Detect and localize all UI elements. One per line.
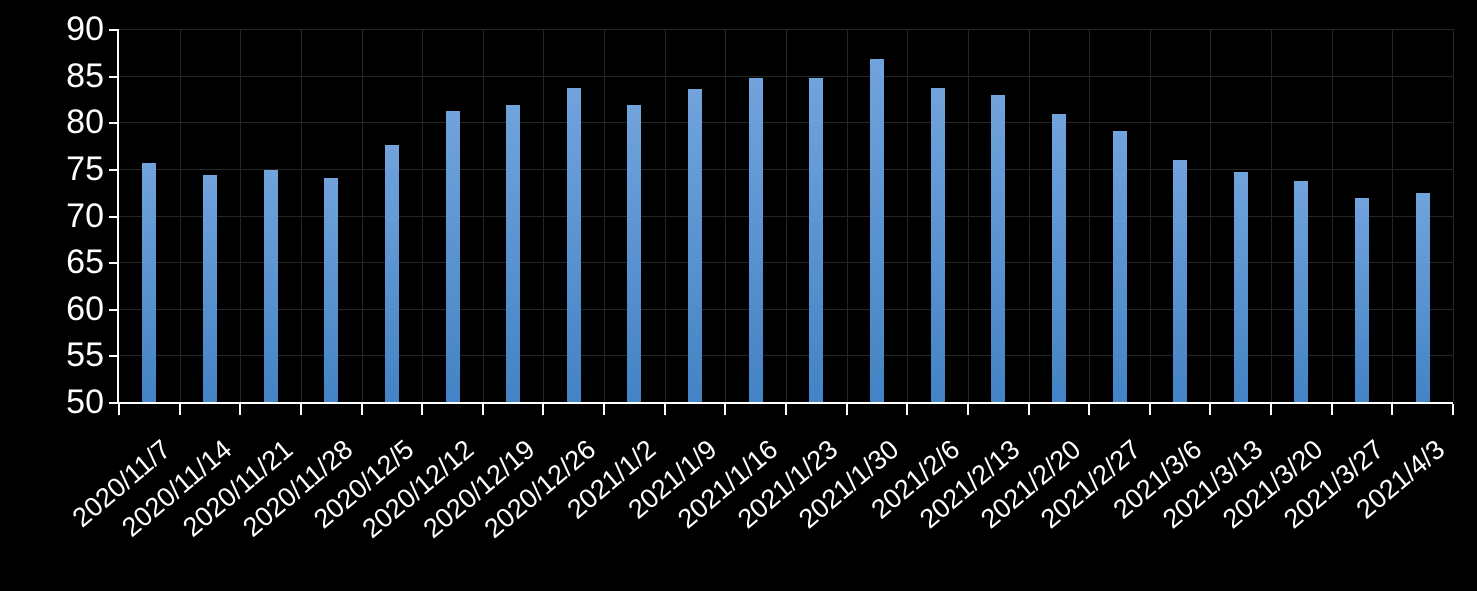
bar-2020/11/28: [324, 178, 338, 402]
x-tick: [1270, 404, 1272, 415]
v-gridline: [1271, 29, 1272, 402]
plot-area: [119, 29, 1454, 402]
bar-2021/3/13: [1234, 172, 1248, 402]
v-gridline: [604, 29, 605, 402]
bar-2021/2/20: [1052, 114, 1066, 402]
bar-2021/3/27: [1355, 198, 1369, 402]
y-axis-label: 75: [66, 150, 104, 188]
y-axis-label: 85: [66, 57, 104, 95]
y-axis-label: 60: [66, 290, 104, 328]
x-tick: [846, 404, 848, 415]
x-tick: [906, 404, 908, 415]
x-tick: [1452, 404, 1454, 415]
x-tick: [724, 404, 726, 415]
v-gridline: [1150, 29, 1151, 402]
x-tick: [300, 404, 302, 415]
bar-2021/1/16: [749, 78, 763, 402]
y-axis-label: 55: [66, 336, 104, 374]
bar-2020/12/12: [446, 111, 460, 402]
y-tick: [109, 309, 117, 311]
x-tick: [239, 404, 241, 415]
y-axis-label: 65: [66, 243, 104, 281]
v-gridline: [362, 29, 363, 402]
v-gridline: [847, 29, 848, 402]
v-gridline: [240, 29, 241, 402]
x-tick: [967, 404, 969, 415]
bar-2021/1/30: [870, 59, 884, 402]
y-tick: [109, 402, 117, 404]
x-tick: [542, 404, 544, 415]
y-axis-label: 50: [66, 383, 104, 421]
x-tick: [785, 404, 787, 415]
bar-2021/2/6: [931, 88, 945, 402]
bar-2021/4/3: [1416, 193, 1430, 402]
v-gridline: [1089, 29, 1090, 402]
x-axis-line: [117, 402, 1453, 404]
x-tick: [421, 404, 423, 415]
y-tick: [109, 122, 117, 124]
bar-2020/11/21: [264, 170, 278, 402]
x-tick: [361, 404, 363, 415]
x-tick: [664, 404, 666, 415]
bar-2021/2/27: [1113, 131, 1127, 402]
x-tick: [1088, 404, 1090, 415]
x-tick: [1331, 404, 1333, 415]
y-axis-label: 90: [66, 10, 104, 48]
y-tick: [109, 29, 117, 31]
y-axis-line: [117, 29, 119, 404]
bar-2020/11/7: [142, 163, 156, 402]
bar-2021/2/13: [991, 95, 1005, 402]
v-gridline: [1392, 29, 1393, 402]
x-tick: [1209, 404, 1211, 415]
v-gridline: [907, 29, 908, 402]
x-tick: [118, 404, 120, 415]
bar-2021/3/6: [1173, 160, 1187, 402]
bar-2020/11/14: [203, 175, 217, 402]
v-gridline: [422, 29, 423, 402]
bar-2020/12/19: [506, 105, 520, 402]
v-gridline: [1453, 29, 1454, 402]
bar-2021/1/23: [809, 78, 823, 402]
x-tick: [1028, 404, 1030, 415]
v-gridline: [1332, 29, 1333, 402]
v-gridline: [665, 29, 666, 402]
y-tick: [109, 169, 117, 171]
y-tick: [109, 355, 117, 357]
v-gridline: [786, 29, 787, 402]
v-gridline: [543, 29, 544, 402]
bar-2021/1/2: [627, 105, 641, 402]
y-tick: [109, 262, 117, 264]
x-tick: [179, 404, 181, 415]
x-tick: [603, 404, 605, 415]
y-tick: [109, 76, 117, 78]
v-gridline: [725, 29, 726, 402]
x-tick: [1391, 404, 1393, 415]
v-gridline: [968, 29, 969, 402]
v-gridline: [483, 29, 484, 402]
y-tick: [109, 216, 117, 218]
v-gridline: [180, 29, 181, 402]
bar-2020/12/26: [567, 88, 581, 402]
y-axis-label: 70: [66, 197, 104, 235]
x-tick: [482, 404, 484, 415]
bar-2021/1/9: [688, 89, 702, 402]
x-tick: [1149, 404, 1151, 415]
v-gridline: [301, 29, 302, 402]
v-gridline: [1029, 29, 1030, 402]
bar-2021/3/20: [1294, 181, 1308, 402]
bar-2020/12/5: [385, 145, 399, 402]
v-gridline: [1210, 29, 1211, 402]
y-axis-label: 80: [66, 103, 104, 141]
